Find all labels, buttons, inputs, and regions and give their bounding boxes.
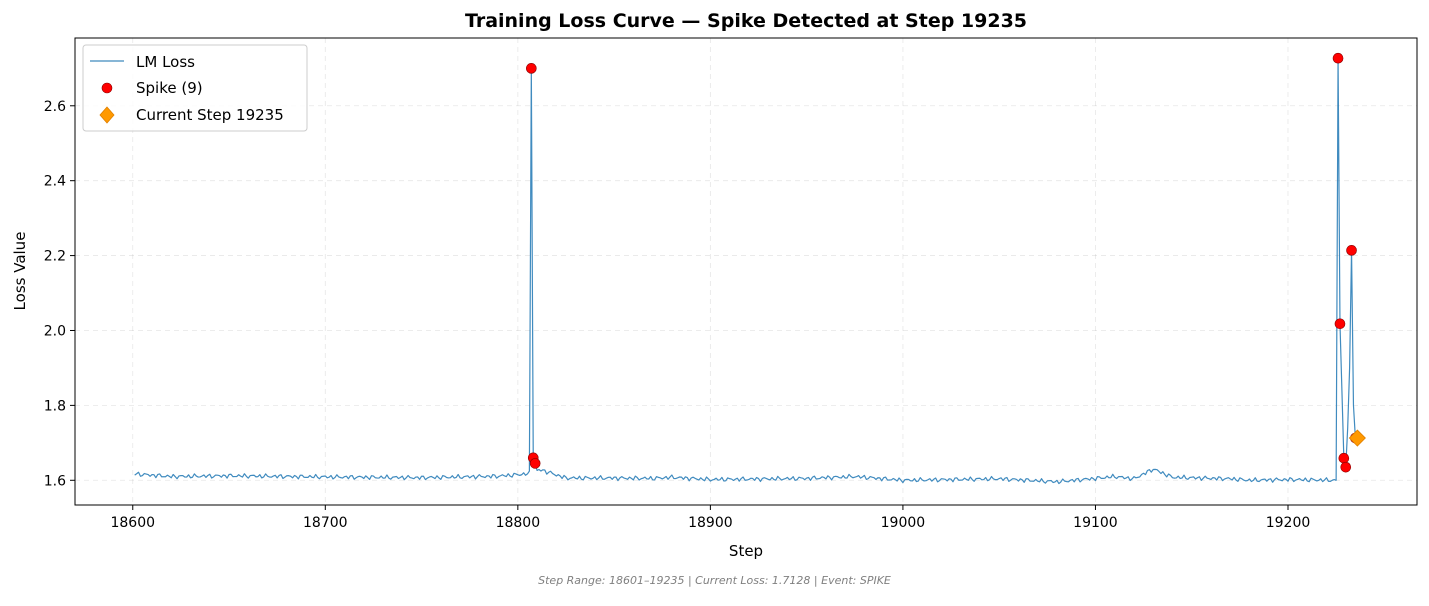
x-tick-label: 18800	[496, 515, 541, 531]
y-tick-label: 1.6	[44, 473, 66, 489]
legend: LM Loss Spike (9) Current Step 19235	[82, 44, 308, 132]
legend-label-current-step: Current Step 19235	[136, 106, 284, 124]
x-tick-label: 19100	[1073, 515, 1118, 531]
spike-points-layer	[526, 52, 1366, 473]
y-axis-label: Loss Value	[11, 232, 29, 311]
legend-label-spike: Spike (9)	[136, 79, 203, 97]
spike-point	[526, 63, 537, 74]
y-tick-label: 1.8	[44, 398, 66, 414]
x-tick-label: 18900	[688, 515, 733, 531]
chart-title: Training Loss Curve — Spike Detected at …	[465, 10, 1027, 32]
axis-ticks: 18600 18700 18800 18900 19000 19100 19200 1.6 1.…	[44, 99, 1311, 531]
y-tick-label: 2.6	[44, 99, 66, 115]
x-tick-label: 19000	[881, 515, 926, 531]
spike-point	[1338, 452, 1350, 464]
spike-point	[1346, 245, 1357, 256]
y-tick-label: 2.0	[44, 323, 66, 339]
y-tick-label: 2.2	[44, 249, 66, 265]
current-step-marker	[1348, 429, 1366, 447]
lm-loss-line	[134, 57, 1356, 485]
x-tick-label: 19200	[1266, 515, 1311, 531]
legend-label-lm-loss: LM Loss	[136, 53, 195, 71]
legend-box	[82, 44, 308, 132]
x-axis-label: Step	[729, 542, 763, 560]
legend-spike-swatch	[101, 82, 113, 94]
spike-point	[529, 458, 541, 469]
x-tick-label: 18700	[303, 515, 348, 531]
spike-point	[1334, 318, 1346, 330]
x-tick-label: 18600	[110, 515, 155, 531]
loss-line-layer	[134, 57, 1356, 485]
y-tick-label: 2.4	[44, 174, 66, 190]
spike-point	[1340, 461, 1352, 473]
footer-status-text: Step Range: 18601–19235 | Current Loss: …	[538, 574, 891, 587]
legend-current-step-swatch	[99, 106, 115, 124]
plot-frame	[74, 37, 1418, 506]
spike-point	[1332, 52, 1344, 64]
